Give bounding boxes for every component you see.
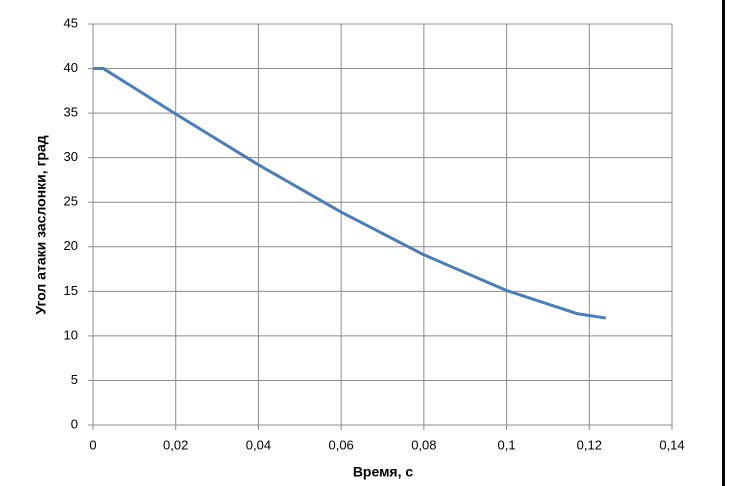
x-tick-label: 0,06: [328, 437, 353, 452]
x-tick-label: 0,04: [246, 437, 271, 452]
window-edge: [722, 0, 725, 486]
y-tick-label: 35: [64, 105, 78, 120]
y-tick-label: 30: [64, 149, 78, 164]
y-axis-title: Угол атаки заслонки, град: [33, 135, 49, 314]
y-tick-label: 0: [71, 416, 78, 431]
y-tick-label: 25: [64, 194, 78, 209]
y-tick-label: 10: [64, 327, 78, 342]
x-tick-label: 0,14: [659, 437, 684, 452]
x-tick-label: 0: [89, 437, 96, 452]
x-axis-title: Время, с: [353, 464, 414, 480]
data-line: [93, 67, 607, 320]
y-tick-label: 20: [64, 238, 78, 253]
y-tick-label: 15: [64, 283, 78, 298]
x-tick-label: 0,12: [577, 437, 602, 452]
x-tick-label: 0,02: [163, 437, 188, 452]
y-tick-label: 45: [64, 15, 78, 30]
x-tick-label: 0,08: [411, 437, 436, 452]
y-tick-label: 5: [71, 372, 78, 387]
y-tick-label: 40: [64, 60, 78, 75]
x-tick-label: 0,1: [498, 437, 516, 452]
